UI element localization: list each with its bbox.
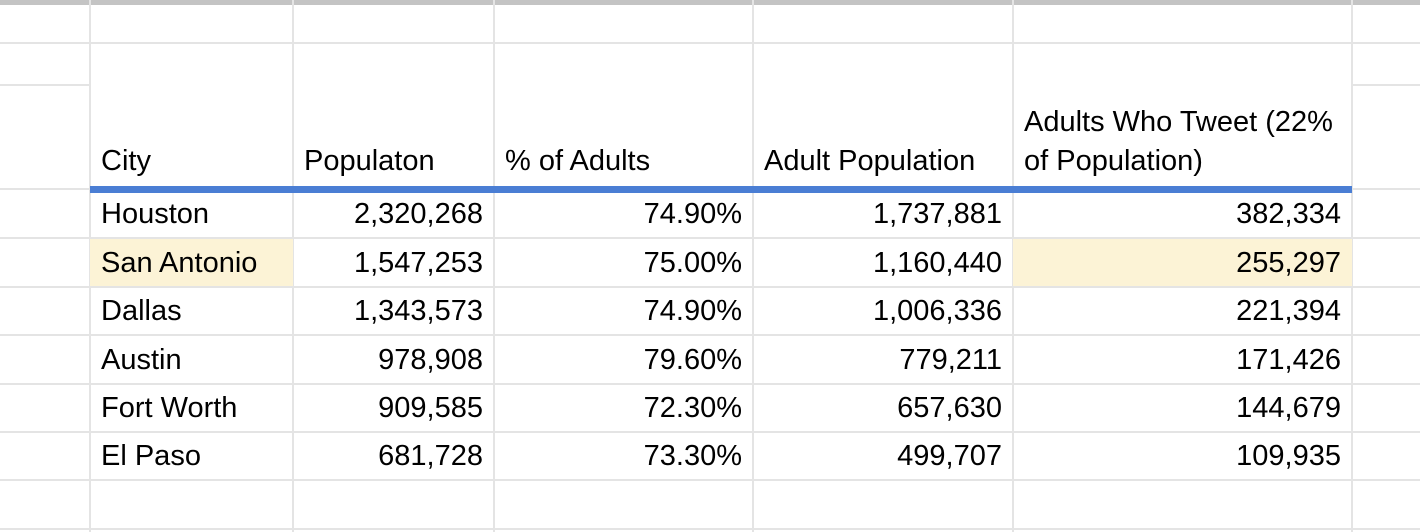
column-header-label: Adults Who Tweet (22% of Population) (1024, 106, 1333, 177)
gridline-horizontal (0, 84, 90, 86)
cell-pct-adults[interactable]: 74.90% (643, 198, 742, 231)
gridline-horizontal (0, 42, 1420, 44)
cell-population[interactable]: 681,728 (378, 440, 483, 473)
gridline-horizontal (0, 334, 1420, 337)
cell-adults-who-tweet[interactable]: 171,426 (1236, 343, 1341, 376)
gridline-vertical (292, 0, 294, 532)
table-row: Austin 978,908 79.60% 779,211 171,426 (90, 336, 1352, 384)
table-row: El Paso 681,728 73.30% 499,707 109,935 (90, 432, 1352, 480)
gridline-horizontal (1352, 84, 1420, 86)
cell-population[interactable]: 978,908 (378, 343, 483, 376)
gridline-horizontal (0, 237, 1420, 240)
gridline-horizontal (1352, 188, 1420, 190)
table-row: Fort Worth 909,585 72.30% 657,630 144,679 (90, 384, 1352, 432)
cell-adult-population[interactable]: 1,160,440 (872, 246, 1002, 279)
gridline-vertical (752, 0, 754, 532)
cell-city[interactable]: Austin (101, 343, 182, 376)
cell-adults-who-tweet[interactable]: 144,679 (1236, 392, 1341, 424)
cell-pct-adults[interactable]: 72.30% (643, 392, 742, 424)
cell-pct-adults[interactable]: 75.00% (643, 246, 742, 279)
cell-adult-population[interactable]: 1,737,881 (872, 198, 1002, 231)
gridline-vertical (1351, 0, 1353, 532)
column-header-label: Populaton (304, 145, 435, 177)
gridline-horizontal (0, 285, 1420, 288)
column-header-label: Adult Population (764, 145, 976, 177)
cell-city[interactable]: Houston (101, 198, 210, 231)
gridline-horizontal (0, 527, 1420, 530)
header-underline (90, 186, 1352, 193)
cell-population[interactable]: 1,547,253 (353, 246, 483, 279)
gridline-vertical (493, 0, 495, 532)
gridline-horizontal (0, 431, 1420, 433)
table-row: Houston 2,320,268 74.90% 1,737,881 382,334 (90, 190, 1352, 238)
cell-city[interactable]: Dallas (101, 295, 182, 328)
cell-adult-population[interactable]: 1,006,336 (872, 295, 1002, 328)
cell-adults-who-tweet[interactable]: 109,935 (1236, 440, 1341, 473)
cell-city[interactable]: San Antonio (90, 238, 293, 288)
table-row: Dallas 1,343,573 74.90% 1,006,336 221,394 (90, 287, 1352, 335)
cell-city[interactable]: Fort Worth (101, 392, 238, 424)
table-row: San Antonio 1,547,253 75.00% 1,160,440 255,2… (90, 238, 1352, 288)
cell-adult-population[interactable]: 499,707 (897, 440, 1002, 473)
column-header-pct-adults[interactable]: % of Adults (494, 43, 753, 190)
column-header-adult-population[interactable]: Adult Population (753, 43, 1013, 190)
cell-adults-who-tweet[interactable]: 382,334 (1236, 198, 1341, 231)
sheet-top-border (0, 0, 1420, 5)
gridline-horizontal (0, 479, 1420, 482)
cell-pct-adults[interactable]: 73.30% (643, 440, 742, 473)
column-header-label: % of Adults (505, 145, 651, 177)
cell-adults-who-tweet[interactable]: 221,394 (1236, 295, 1341, 328)
gridline-horizontal (0, 382, 1420, 385)
cell-pct-adults[interactable]: 79.60% (643, 343, 742, 376)
cell-pct-adults[interactable]: 74.90% (643, 295, 742, 328)
column-header-label: City (101, 145, 151, 177)
column-header-population[interactable]: Populaton (293, 43, 494, 190)
cell-adult-population[interactable]: 779,211 (899, 343, 1002, 376)
cell-population[interactable]: 1,343,573 (353, 295, 483, 328)
cell-adults-who-tweet[interactable]: 255,297 (1013, 238, 1352, 288)
cell-population[interactable]: 2,320,268 (353, 198, 483, 231)
cell-population[interactable]: 909,585 (378, 392, 483, 424)
cell-city[interactable]: El Paso (101, 440, 201, 473)
column-header-adults-who-tweet[interactable]: Adults Who Tweet (22% of Population) (1013, 43, 1352, 190)
cell-adult-population[interactable]: 657,630 (897, 392, 1002, 424)
gridline-horizontal (0, 188, 90, 190)
column-header-city[interactable]: City (90, 43, 293, 190)
